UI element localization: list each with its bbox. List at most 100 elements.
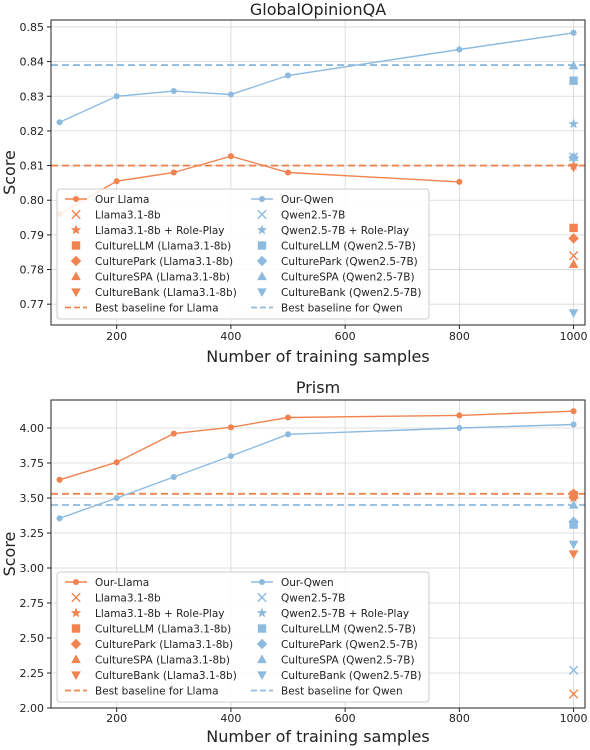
legend-label: CulturePark (Llama3.1-8b) [95,639,233,651]
legend-marker [70,255,82,267]
data-point [284,414,292,421]
baseline-point [568,309,579,318]
data-point [570,421,577,428]
legend-marker [257,288,267,298]
legend-label: CulturePark (Qwen2.5-7B) [281,639,418,651]
y-tick-label: 0.78 [20,264,45,277]
x-tick-label: 1000 [560,712,588,725]
data-point [113,178,120,185]
legend-label: Llama3.1-8b + Role-Play [95,608,224,620]
baseline-point [568,689,579,699]
legend-marker [256,638,268,650]
chart-panel: 200 400 600 800 1000 0.77 0.78 0.79 0.80 0.81 0.82… [0,0,588,366]
baseline-point [568,490,579,499]
y-tick-label: 0.79 [20,229,45,242]
y-tick-label: 3.00 [20,562,45,575]
y-tick-label: 2.50 [20,632,45,645]
legend-label: Qwen2.5-7B [281,593,345,605]
legend-label: CultureSPA (Qwen2.5-7B) [281,272,415,284]
y-tick-label: 3.75 [20,457,45,470]
legend-marker [71,288,81,298]
chart-title: GlobalOpinionQA [250,0,386,19]
data-point [227,452,234,460]
legend-marker [71,671,81,681]
baseline-point [568,259,579,268]
legend-marker [256,607,268,618]
legend-label: Best baseline for Qwen [281,303,403,315]
x-tick-label: 200 [106,330,127,343]
x-tick-label: 800 [449,330,470,343]
data-point [113,494,120,502]
legend-label: CultureBank (Qwen2.5-7B) [281,670,421,682]
data-point [56,476,63,483]
legend-marker [71,209,81,220]
legend-marker [71,592,81,603]
chart-title: Prism [296,378,340,397]
y-tick-label: 0.77 [20,298,45,311]
data-point [113,459,120,466]
legend-marker [256,255,268,267]
data-point [170,430,177,437]
legend-marker [257,624,267,633]
legend-label: Best baseline for Llama [95,686,219,698]
x-tick-label: 600 [335,712,356,725]
baseline-point [568,60,579,70]
data-point [284,169,292,176]
data-point [170,88,177,95]
legend-label: Llama3.1-8b [95,210,161,222]
y-tick-label: 0.85 [20,21,45,34]
legend-label: CultureLLM (Qwen2.5-7B) [281,241,416,253]
x-axis-label: Number of training samples [206,727,429,746]
legend-marker [70,638,82,650]
legend-marker [71,624,81,633]
legend-label: Our Llama [95,194,149,206]
data-point [456,412,463,419]
legend-box [56,188,430,320]
legend-label: Best baseline for Llama [95,303,219,315]
baseline-point [569,223,578,233]
y-tick-label: 2.25 [20,667,45,680]
baseline-point [568,152,579,163]
legend-label: CultureSPA (Llama3.1-8b) [95,272,230,284]
baseline-point [568,540,579,550]
series-line [59,32,574,123]
data-point [170,169,177,176]
baseline-point [568,499,579,509]
legend-label: Our-Qwen [281,194,334,206]
data-point [284,431,292,438]
y-tick-label: 2.75 [20,597,45,610]
y-tick-label: 0.80 [20,194,45,207]
data-point [113,93,120,100]
legend-marker [71,271,81,281]
x-tick-label: 400 [220,712,241,725]
series-line [59,410,574,481]
data-point [456,178,463,185]
x-tick-label: 400 [220,330,241,343]
baseline-point [568,233,579,244]
chart-panel: 200 400 600 800 1000 2.00 2.25 2.50 2.75 3.00 3.25… [0,378,588,746]
legend-label: CultureSPA (Llama3.1-8b) [95,655,230,667]
legend-label: Our-Qwen [281,577,334,589]
baseline-point [569,76,578,85]
y-axis-label: Score [0,532,19,577]
legend-marker [70,607,82,618]
plot-frame [50,399,586,709]
baseline-point [568,550,579,560]
y-tick-label: 4.00 [20,422,45,435]
data-point [284,72,292,79]
data-point [227,91,234,98]
data-point [570,29,577,36]
y-tick-label: 0.83 [20,90,45,103]
x-axis-label: Number of training samples [206,347,429,366]
legend-marker [72,578,80,586]
legend-marker [70,224,82,235]
legend-marker [257,671,267,681]
baseline-point [568,118,579,129]
legend-marker [257,592,267,603]
legend-marker [256,224,268,235]
legend-label: CultureLLM (Llama3.1-8b) [95,241,231,253]
y-tick-label: 0.82 [20,125,45,138]
legend-label: Qwen2.5-7B + Role-Play [281,225,409,237]
legend-label: Qwen2.5-7B + Role-Play [281,608,409,620]
